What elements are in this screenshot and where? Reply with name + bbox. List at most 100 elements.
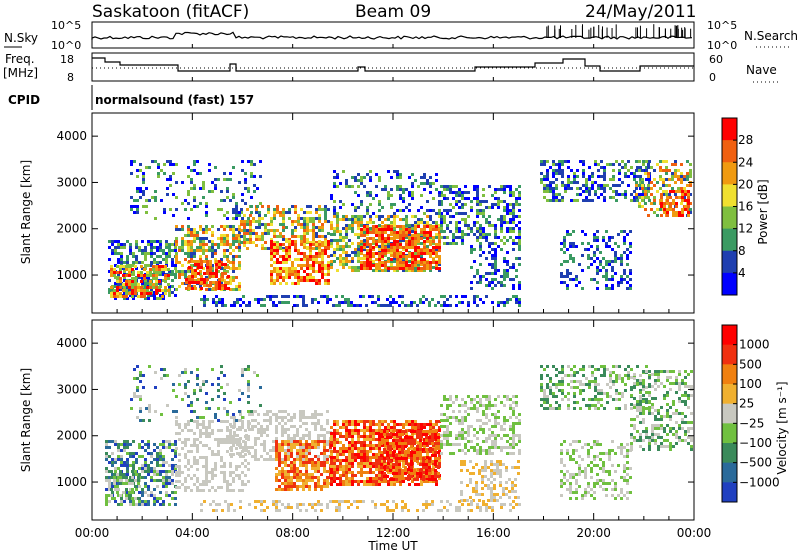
- heatmap-cell: [393, 218, 396, 221]
- heatmap-cell: [141, 267, 144, 270]
- heatmap-cell: [411, 255, 414, 258]
- heatmap-cell: [211, 190, 214, 193]
- heatmap-cell: [233, 422, 236, 425]
- heatmap-cell: [144, 461, 147, 464]
- heatmap-cell: [290, 470, 293, 473]
- heatmap-cell: [381, 269, 384, 272]
- heatmap-cell: [276, 252, 279, 255]
- heatmap-cell: [561, 199, 564, 202]
- heatmap-cell: [291, 229, 294, 232]
- heatmap-cell: [214, 465, 217, 468]
- heatmap-cell: [402, 239, 405, 242]
- heatmap-cell: [405, 206, 408, 209]
- heatmap-cell: [162, 464, 165, 467]
- heatmap-cell: [187, 420, 190, 423]
- heatmap-cell: [678, 190, 681, 193]
- power-ylabel: Slant Range [km]: [19, 160, 33, 264]
- heatmap-cell: [399, 261, 402, 264]
- heatmap-cell: [351, 218, 354, 221]
- heatmap-cell: [141, 261, 144, 264]
- heatmap-cell: [482, 251, 485, 254]
- heatmap-cell: [171, 291, 174, 294]
- heatmap-cell: [232, 480, 235, 483]
- heatmap-cell: [608, 260, 611, 263]
- heatmap-cell: [339, 477, 342, 480]
- heatmap-cell: [132, 503, 135, 506]
- heatmap-cell: [181, 447, 184, 450]
- heatmap-cell: [659, 208, 662, 211]
- heatmap-cell: [494, 227, 497, 230]
- heatmap-cell: [323, 464, 326, 467]
- heatmap-cell: [638, 205, 641, 208]
- heatmap-cell: [594, 181, 597, 184]
- heatmap-cell: [327, 282, 330, 285]
- heatmap-cell: [238, 231, 241, 234]
- heatmap-cell: [333, 438, 336, 441]
- heatmap-cell: [218, 284, 221, 287]
- heatmap-cell: [221, 301, 224, 304]
- heatmap-cell: [150, 246, 153, 249]
- heatmap-cell: [243, 220, 246, 223]
- heatmap-cell: [399, 258, 402, 261]
- heatmap-cell: [503, 191, 506, 194]
- heatmap-cell: [168, 482, 171, 485]
- heatmap-cell: [153, 494, 156, 497]
- heatmap-cell: [470, 227, 473, 230]
- heatmap-cell: [149, 271, 152, 274]
- heatmap-cell: [132, 297, 135, 300]
- heatmap-cell: [500, 227, 503, 230]
- heatmap-cell: [675, 211, 678, 214]
- heatmap-cell: [123, 270, 126, 273]
- heatmap-cell: [153, 240, 156, 243]
- heatmap-cell: [417, 240, 420, 243]
- heatmap-cell: [136, 208, 139, 211]
- heatmap-cell: [288, 252, 291, 255]
- heatmap-cell: [342, 459, 345, 462]
- heatmap-cell: [291, 261, 294, 264]
- heatmap-cell: [479, 236, 482, 239]
- heatmap-cell: [175, 270, 178, 273]
- heatmap-cell: [187, 225, 190, 228]
- heatmap-cell: [518, 194, 521, 197]
- heatmap-cell: [190, 489, 193, 492]
- heatmap-cell: [134, 289, 137, 292]
- heatmap-cell: [518, 263, 521, 266]
- heatmap-cell: [250, 211, 253, 214]
- heatmap-cell: [132, 255, 135, 258]
- heatmap-cell: [650, 166, 653, 169]
- heatmap-cell: [605, 230, 608, 233]
- heatmap-cell: [128, 283, 131, 286]
- heatmap-cell: [476, 185, 479, 188]
- heatmap-cell: [178, 432, 181, 435]
- heatmap-cell: [384, 444, 387, 447]
- heatmap-cell: [645, 160, 648, 163]
- heatmap-cell: [155, 265, 158, 268]
- heatmap-cell: [339, 233, 342, 236]
- heatmap-cell: [438, 263, 441, 266]
- heatmap-cell: [140, 289, 143, 292]
- heatmap-cell: [675, 196, 678, 199]
- heatmap-cell: [276, 208, 279, 211]
- heatmap-cell: [366, 237, 369, 240]
- heatmap-cell: [305, 476, 308, 479]
- heatmap-cell: [381, 243, 384, 246]
- heatmap-cell: [354, 218, 357, 221]
- heatmap-cell: [143, 292, 146, 295]
- heatmap-cell: [144, 503, 147, 506]
- heatmap-cell: [296, 452, 299, 455]
- heatmap-cell: [369, 258, 372, 261]
- heatmap-cell: [241, 199, 244, 202]
- heatmap-cell: [615, 199, 618, 202]
- heatmap-cell: [193, 285, 196, 288]
- heatmap-cell: [360, 234, 363, 237]
- heatmap-cell: [120, 443, 123, 446]
- heatmap-cell: [187, 193, 190, 196]
- heatmap-cell: [239, 443, 242, 446]
- heatmap-cell: [175, 474, 178, 477]
- heatmap-cell: [232, 249, 235, 252]
- heatmap-cell: [215, 281, 218, 284]
- heatmap-cell: [543, 178, 546, 181]
- heatmap-cell: [147, 494, 150, 497]
- heatmap-cell: [623, 242, 626, 245]
- heatmap-cell: [396, 243, 399, 246]
